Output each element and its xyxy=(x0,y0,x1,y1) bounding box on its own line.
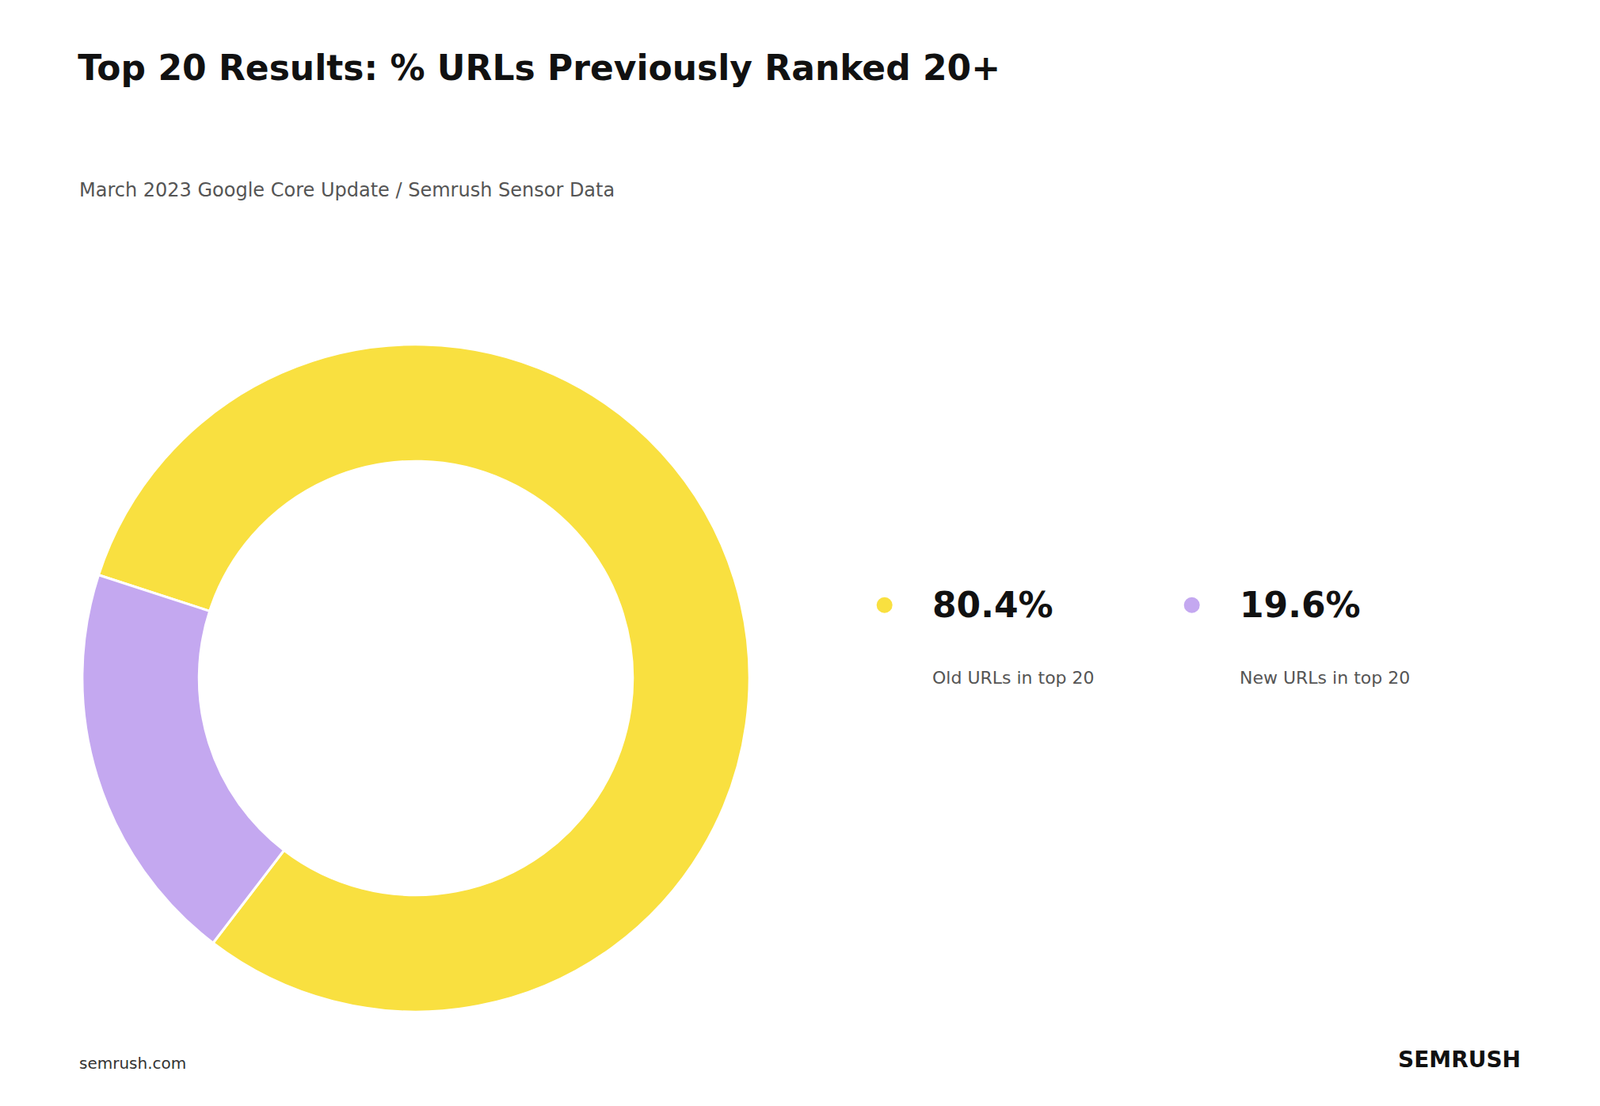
svg-text:New URLs in top 20: New URLs in top 20 xyxy=(1239,667,1410,688)
svg-text:Old URLs in top 20: Old URLs in top 20 xyxy=(932,667,1095,688)
svg-text:SEMRUSH: SEMRUSH xyxy=(1398,1046,1521,1073)
svg-text:semrush.com: semrush.com xyxy=(79,1053,187,1073)
svg-text:80.4%: 80.4% xyxy=(932,584,1054,625)
svg-text:Top 20 Results: % URLs Previou: Top 20 Results: % URLs Previously Ranked… xyxy=(77,47,1001,88)
svg-text:19.6%: 19.6% xyxy=(1239,584,1361,625)
svg-text:March 2023 Google Core Update: March 2023 Google Core Update / Semrush … xyxy=(79,179,615,202)
